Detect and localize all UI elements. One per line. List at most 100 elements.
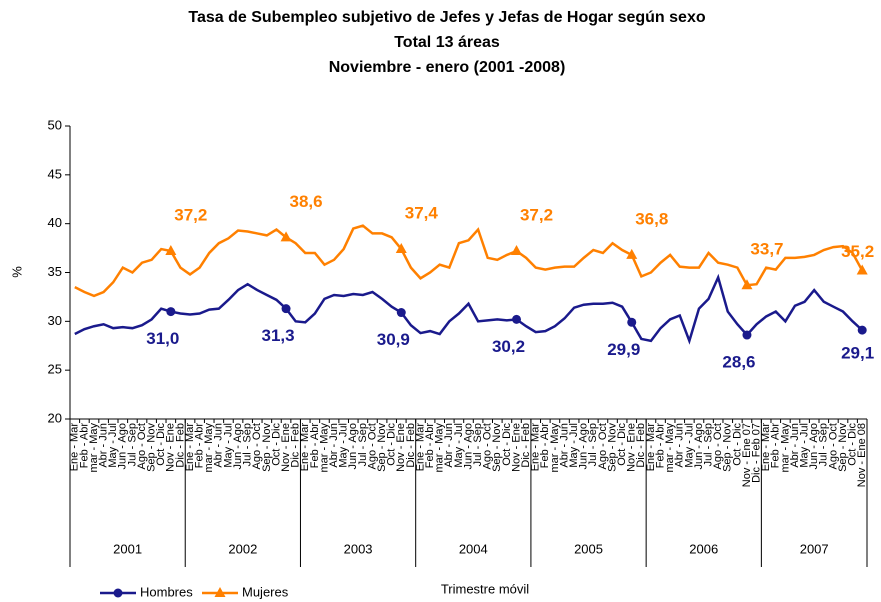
x-tick-label: Dic - Feb xyxy=(174,423,186,468)
x-tick-label: Abr - Jun xyxy=(558,423,570,468)
x-tick-label: Nov - Ene xyxy=(280,423,292,472)
point xyxy=(281,304,291,314)
point xyxy=(857,325,867,335)
x-tick-label: Feb - Abr xyxy=(539,423,551,469)
y-tick-label: 30 xyxy=(48,313,62,328)
x-tick-label: Nov - Ene 08 xyxy=(856,423,868,487)
x-tick-label: Oct - Dic xyxy=(616,423,628,466)
point xyxy=(511,245,523,256)
x-tick-label: Jul - Sep xyxy=(126,423,138,466)
chart-subtitle: Total 13 áreas xyxy=(394,34,500,51)
x-tick-label: Jul - Sep xyxy=(472,423,484,466)
y-tick-label: 40 xyxy=(48,215,62,230)
x-tick-label: Sep - Nov xyxy=(722,423,734,472)
x-tick-label: Abr - Jun xyxy=(674,423,686,468)
year-label: 2004 xyxy=(459,541,488,556)
y-axis-title: % xyxy=(9,266,24,278)
x-tick-label: Ago - Oct xyxy=(366,423,378,469)
x-tick-label: Feb - Abr xyxy=(424,423,436,469)
x-tick-label: Ago - Oct xyxy=(251,423,263,469)
x-tick-label: mar - May xyxy=(779,423,791,473)
x-tick-label: Nov - Ene xyxy=(626,423,638,472)
x-tick-label: mar - May xyxy=(434,423,446,473)
x-tick-label: Feb - Abr xyxy=(654,423,666,469)
data-label: 37,2 xyxy=(174,205,207,224)
x-tick-label: Jun - Ago xyxy=(578,423,590,469)
point xyxy=(165,245,177,256)
data-label: 37,2 xyxy=(520,205,553,224)
point xyxy=(512,314,522,324)
x-tick-label: Jun - Ago xyxy=(462,423,474,469)
x-tick-label: Oct - Dic xyxy=(847,423,859,466)
x-tick-label: Ene - Mar xyxy=(299,423,311,472)
data-label: 31,3 xyxy=(262,326,295,345)
x-tick-label: Jun - Ago xyxy=(117,423,129,469)
x-tick-label: Ene - Mar xyxy=(530,423,542,472)
x-tick-label: Ago - Oct xyxy=(136,423,148,469)
x-tick-label: Oct - Dic xyxy=(270,423,282,466)
data-label: 28,6 xyxy=(722,352,755,371)
x-tick-label: Feb - Abr xyxy=(78,423,90,469)
x-tick-label: Oct - Dic xyxy=(386,423,398,466)
chart-subtitle: Noviembre - enero (2001 -2008) xyxy=(329,59,566,76)
year-label: 2006 xyxy=(689,541,718,556)
data-label: 29,1 xyxy=(841,344,874,363)
x-tick-label: Ago - Oct xyxy=(597,423,609,469)
legend-label: Mujeres xyxy=(242,584,289,599)
x-tick-label: Sep - Nov xyxy=(606,423,618,472)
point xyxy=(742,330,752,340)
data-label: 35,2 xyxy=(841,242,874,261)
point xyxy=(214,587,226,597)
year-label: 2005 xyxy=(574,541,603,556)
x-tick-label: Nov - Ene xyxy=(395,423,407,472)
x-tick-label: Abr - Jun xyxy=(328,423,340,468)
x-tick-label: Jul - Sep xyxy=(242,423,254,466)
x-tick-label: mar - May xyxy=(203,423,215,473)
x-tick-label: Abr - Jun xyxy=(789,423,801,468)
data-label: 30,9 xyxy=(377,330,410,349)
x-tick-label: May - Jul xyxy=(107,423,119,468)
x-tick-label: Ago - Oct xyxy=(712,423,724,469)
x-tick-label: Abr - Jun xyxy=(443,423,455,468)
point xyxy=(396,308,406,318)
data-label: 38,6 xyxy=(290,192,323,211)
x-tick-label: Oct - Dic xyxy=(501,423,513,466)
y-tick-label: 50 xyxy=(48,117,62,132)
x-tick-label: Sep - Nov xyxy=(837,423,849,472)
x-tick-label: mar - May xyxy=(549,423,561,473)
point xyxy=(627,317,637,327)
year-label: 2007 xyxy=(800,541,829,556)
x-tick-label: May - Jul xyxy=(453,423,465,468)
data-label: 30,2 xyxy=(492,337,525,356)
x-tick-label: Oct - Dic xyxy=(731,423,743,466)
point xyxy=(280,231,292,242)
x-tick-label: Jul - Sep xyxy=(818,423,830,466)
x-tick-label: Jun - Ago xyxy=(693,423,705,469)
x-tick-label: Nov - Ene xyxy=(165,423,177,472)
point xyxy=(113,588,123,598)
x-tick-label: Ene - Mar xyxy=(184,423,196,472)
x-tick-label: Jun - Ago xyxy=(232,423,244,469)
y-tick-label: 20 xyxy=(48,410,62,425)
x-tick-label: Ene - Mar xyxy=(69,423,81,472)
x-tick-label: Ene - Mar xyxy=(645,423,657,472)
x-tick-label: Nov - Ene 07 xyxy=(741,423,753,487)
x-tick-label: mar - May xyxy=(88,423,100,473)
x-tick-label: Ago - Oct xyxy=(827,423,839,469)
data-label: 36,8 xyxy=(635,209,668,228)
x-tick-label: May - Jul xyxy=(338,423,350,468)
y-tick-label: 35 xyxy=(48,264,62,279)
point xyxy=(166,307,176,317)
x-tick-label: Nov - Ene xyxy=(510,423,522,472)
legend-label: Hombres xyxy=(140,584,193,599)
x-tick-label: Abr - Jun xyxy=(98,423,110,468)
x-tick-label: May - Jul xyxy=(798,423,810,468)
data-label: 29,9 xyxy=(607,340,640,359)
data-label: 31,0 xyxy=(146,329,179,348)
point xyxy=(395,243,407,254)
x-tick-label: Dic - Feb xyxy=(290,423,302,468)
x-tick-label: Sep - Nov xyxy=(146,423,158,472)
year-label: 2002 xyxy=(228,541,257,556)
x-tick-label: Feb - Abr xyxy=(309,423,321,469)
